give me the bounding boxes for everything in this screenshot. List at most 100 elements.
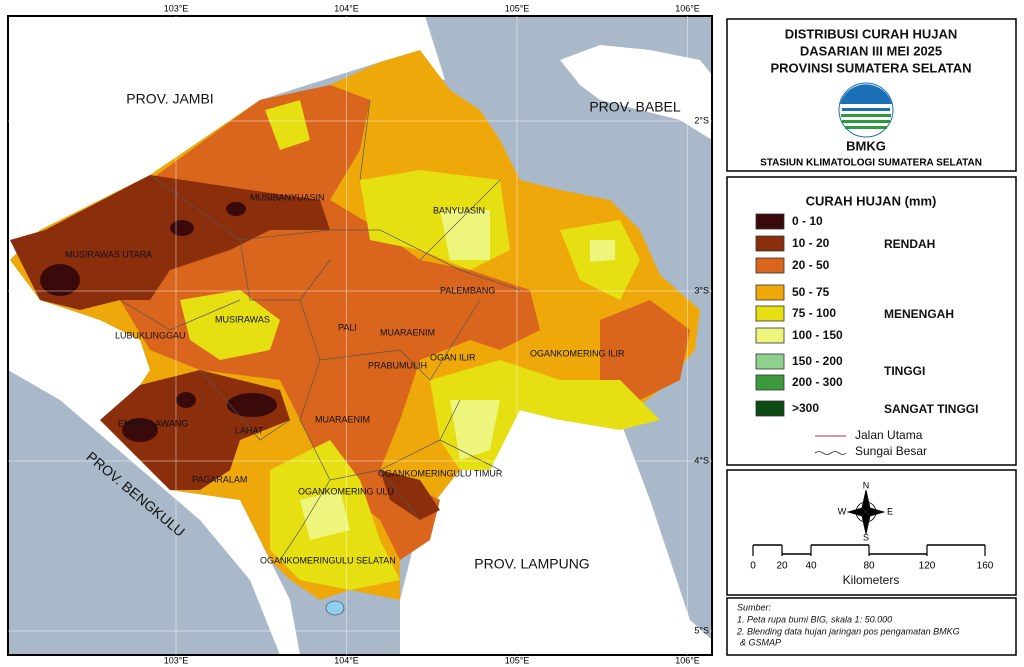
legend-class: RENDAH [884, 237, 935, 251]
legend-label: 20 - 50 [792, 258, 830, 272]
source-line: 1. Peta rupa bumi BIG, skala 1: 50.000 [737, 614, 892, 624]
scale-label: 160 [977, 561, 994, 572]
legend-swatch [755, 257, 785, 274]
river-symbol [814, 451, 847, 455]
legend-swatch [755, 235, 785, 252]
lat-label: 3°S [694, 285, 709, 295]
legend-label: 0 - 10 [792, 214, 823, 228]
legend-label: 100 - 150 [792, 328, 843, 342]
rain-zone [227, 393, 277, 417]
district-label: OGANKOMERINGULU SELATAN [260, 555, 396, 565]
rain-zone [450, 400, 500, 460]
title-box [726, 18, 1017, 172]
legend-class: SANGAT TINGGI [884, 402, 978, 416]
province-label: PROV. JAMBI [126, 91, 213, 107]
district-label: MUSIRAWAS UTARA [65, 249, 152, 259]
scale-label: 80 [863, 561, 875, 572]
district-label: BANYUASIN [433, 205, 485, 215]
legend-swatch [755, 374, 785, 391]
district-label: MUSIBANYUASIN [250, 192, 325, 202]
rain-zone [600, 300, 690, 400]
lon-label: 105°E [505, 3, 530, 13]
legend-line: Sungai Besar [855, 444, 927, 458]
compass-label: S [863, 532, 869, 542]
legend-label: 50 - 75 [792, 285, 830, 299]
compass-box [726, 469, 1017, 596]
legend-swatch [755, 353, 785, 370]
land-babel [560, 45, 712, 140]
district-label: PALEMBANG [440, 285, 495, 295]
source-box [726, 597, 1017, 656]
legend-swatch [755, 327, 785, 344]
map [8, 16, 712, 655]
scale-label: 120 [919, 561, 936, 572]
title: DASARIAN III MEI 2025 [800, 43, 942, 58]
district-label: PRABUMULIH [368, 360, 427, 370]
province-label: PROV. BABEL [589, 99, 681, 115]
legend: 0 - 10 10 - 20 20 - 50 50 - 75 75 - 100 100 -… [755, 213, 843, 417]
rain-zone [590, 240, 615, 262]
lon-label: 104°E [334, 655, 359, 665]
legend-line: Jalan Utama [855, 428, 923, 442]
compass-rose [846, 489, 886, 535]
scale-label: 0 [750, 561, 756, 572]
legend-title: CURAH HUJAN (mm) [806, 193, 937, 208]
lon-label: 104°E [334, 3, 359, 13]
district-label: PALI [338, 322, 357, 332]
station: STASIUN KLIMATOLOGI SUMATERA SELATAN [760, 158, 982, 169]
source-line: 2. Blending data hujan jaringan pos peng… [736, 626, 960, 636]
rain-zone [380, 470, 440, 520]
compass-label: W [838, 506, 847, 516]
lon-label: 103°E [164, 655, 189, 665]
lat-label: 5°S [694, 625, 709, 635]
lon-label: 105°E [505, 655, 530, 665]
scale-label: 20 [776, 561, 788, 572]
legend-box [726, 176, 1017, 466]
district-label: LUBUKLINGGAU [115, 330, 186, 340]
lat-label: 4°S [694, 455, 709, 465]
scale-unit: Kilometers [843, 573, 900, 587]
legend-swatch [755, 400, 785, 417]
rain-zone [300, 490, 350, 540]
source-line: & GSMAP [740, 637, 781, 647]
district-label: OGANKOMERINGULU TIMUR [378, 468, 503, 478]
district-label: MUARAENIM [380, 327, 435, 337]
rain-zone [10, 175, 330, 310]
agency: BMKG [846, 138, 886, 153]
district-label: OGAN ILIR [430, 352, 476, 362]
rain-zone [226, 202, 246, 216]
scale-label: 40 [805, 561, 817, 572]
district-label: EMPAT LAWANG [118, 418, 188, 428]
legend-swatch [755, 305, 785, 322]
lake [325, 600, 345, 616]
title: PROVINSI SUMATERA SELATAN [770, 60, 971, 75]
rain-zone [440, 210, 490, 260]
lon-label: 106°E [675, 3, 700, 13]
compass-label: N [863, 480, 870, 490]
district-label: LAHAT [235, 425, 264, 435]
district-label: MUSIRAWAS [215, 314, 270, 324]
legend-label: >300 [792, 401, 819, 415]
rain-zone [176, 392, 196, 408]
rain-zone [170, 220, 194, 236]
legend-label: 200 - 300 [792, 375, 843, 389]
lon-label: 106°E [675, 655, 700, 665]
legend-label: 75 - 100 [792, 306, 836, 320]
district-label: OGANKOMERING ULU [298, 486, 394, 496]
rain-zone [122, 418, 158, 442]
legend-label: 10 - 20 [792, 236, 830, 250]
province-label: PROV. LAMPUNG [474, 556, 589, 572]
rain-zone [180, 290, 280, 360]
rain-zone [40, 264, 80, 296]
scale-bar: 0 20 40 80 120 160 [750, 544, 994, 572]
land-outside [8, 16, 445, 655]
graticule: 103°E 103°E 104°E 104°E 105°E 105°E 106°E 106°E… [8, 3, 712, 665]
map-frame [7, 15, 713, 656]
land-lampung [400, 410, 712, 655]
lon-label: 103°E [164, 3, 189, 13]
legend-class: MENENGAH [884, 307, 954, 321]
district-boundary [119, 99, 521, 561]
title: DISTRIBUSI CURAH HUJAN [785, 26, 958, 41]
district-label: OGANKOMERING ILIR [530, 348, 625, 358]
